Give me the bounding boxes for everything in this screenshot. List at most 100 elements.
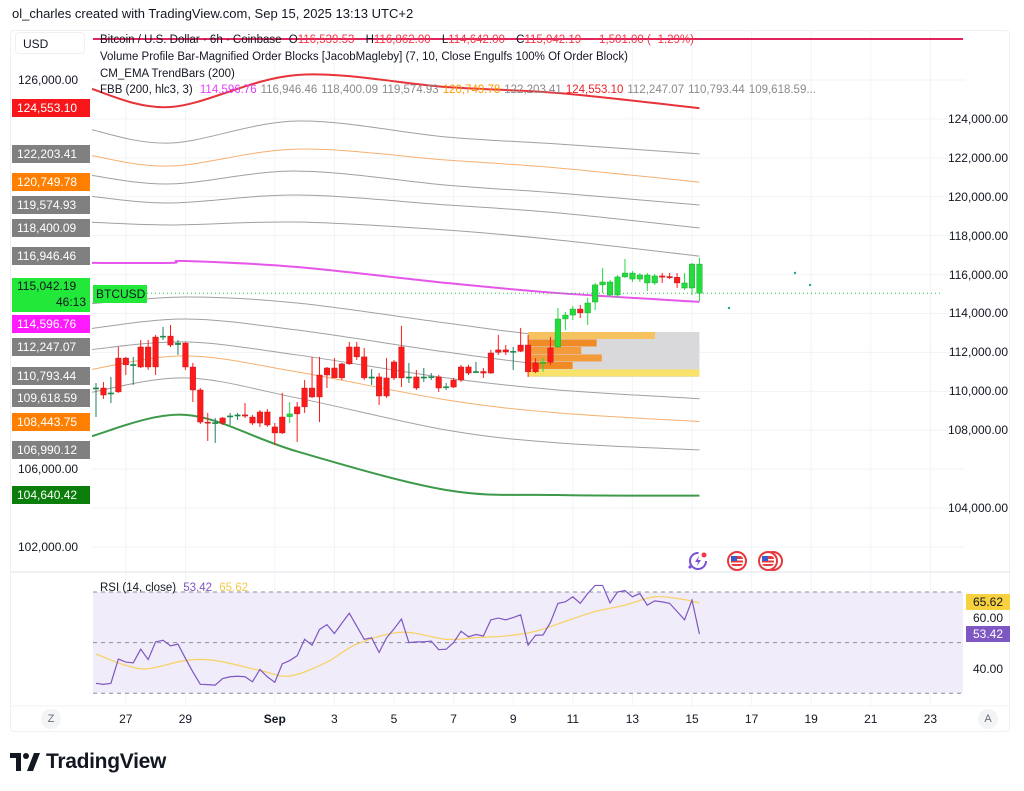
candle bbox=[346, 341, 353, 365]
indicator-dot bbox=[808, 283, 812, 287]
high-label: H bbox=[365, 34, 374, 46]
candle bbox=[644, 273, 651, 291]
date-tick-label: 13 bbox=[625, 712, 640, 726]
rsi-ma-badge: 65.62 bbox=[966, 594, 1010, 610]
candle-body bbox=[525, 344, 532, 373]
candle bbox=[569, 305, 576, 320]
candle bbox=[540, 358, 547, 372]
lightning-icon[interactable] bbox=[688, 552, 707, 570]
candle-body bbox=[331, 367, 338, 379]
auto-scale-button[interactable]: A bbox=[978, 709, 998, 729]
fbb-legend[interactable]: FBB (200, hlc3, 3) 114,596.76 116,946.46 1… bbox=[100, 84, 824, 96]
candle-body bbox=[659, 275, 666, 278]
candle-body bbox=[152, 336, 159, 368]
close-label: C bbox=[516, 34, 525, 46]
date-tick-label: 21 bbox=[864, 712, 878, 726]
rsi-badge: 53.42 bbox=[966, 626, 1010, 642]
candle bbox=[599, 267, 606, 294]
fbb-band-line bbox=[92, 73, 700, 110]
candle-body bbox=[338, 363, 345, 379]
trendbars-legend[interactable]: CM_EMA TrendBars (200) bbox=[100, 68, 235, 80]
price-badge: 119,574.93 bbox=[12, 196, 90, 214]
volume-profile-row bbox=[528, 346, 582, 354]
price-badge: 114,596.76 bbox=[12, 315, 90, 333]
candle-body bbox=[428, 376, 435, 378]
volume-profile-legend[interactable]: Volume Profile Bar-Magnified Order Block… bbox=[100, 51, 628, 63]
candle bbox=[391, 360, 398, 381]
candle bbox=[532, 358, 539, 374]
candle bbox=[584, 297, 591, 325]
candle-body bbox=[234, 414, 241, 417]
price-tick-label: 110,000.00 bbox=[948, 384, 1008, 399]
fbb-value: 110,793.44 bbox=[688, 84, 745, 96]
candle bbox=[659, 273, 666, 283]
fbb-value: 109,618.59... bbox=[748, 84, 816, 96]
candle-body bbox=[383, 377, 390, 397]
timezone-button[interactable]: Z bbox=[41, 709, 61, 729]
fbb-band-line bbox=[92, 413, 700, 497]
candle-body bbox=[279, 416, 286, 434]
candle bbox=[227, 412, 234, 425]
candle bbox=[495, 334, 502, 355]
candle bbox=[465, 364, 472, 375]
candle bbox=[107, 376, 114, 404]
fbb-value: 122,203.41 bbox=[504, 84, 562, 96]
candle-body bbox=[696, 263, 703, 294]
price-badge: 118,400.09 bbox=[12, 219, 90, 237]
candle bbox=[472, 361, 479, 374]
tradingview-logo-text: TradingView bbox=[46, 750, 167, 773]
date-tick-label: 11 bbox=[566, 712, 580, 726]
candle-body bbox=[666, 276, 673, 278]
candle-body bbox=[636, 274, 643, 280]
price-badge: 112,247.07 bbox=[12, 338, 90, 356]
price-tick-label: 112,000.00 bbox=[948, 345, 1008, 360]
candle bbox=[443, 382, 450, 390]
fbb-value: 114,596.76 bbox=[199, 84, 257, 96]
candle bbox=[361, 347, 368, 381]
candle bbox=[294, 402, 301, 442]
candle bbox=[689, 262, 696, 296]
candle-body bbox=[301, 387, 308, 408]
candle-body bbox=[323, 367, 330, 376]
candle bbox=[122, 356, 129, 375]
us-flag-icon[interactable] bbox=[727, 551, 747, 571]
price-tick-label: 122,000.00 bbox=[947, 150, 1008, 165]
us-flag-stack-icon[interactable] bbox=[758, 551, 783, 571]
candle bbox=[301, 380, 308, 413]
tradingview-logo[interactable]: TradingView bbox=[10, 750, 166, 774]
price-tick-label: 126,000.00 bbox=[18, 73, 79, 87]
rsi-legend[interactable]: RSI (14, close) 53.42 65.62 bbox=[100, 582, 252, 594]
candle-body bbox=[92, 387, 99, 390]
date-tick-label: 17 bbox=[744, 712, 759, 726]
candle-body bbox=[577, 308, 584, 314]
candle-body bbox=[584, 302, 591, 314]
candle bbox=[592, 282, 599, 310]
fbb-value: 124,553.10 bbox=[565, 84, 624, 96]
candle-body bbox=[458, 366, 465, 381]
candle bbox=[517, 327, 524, 353]
candle-body bbox=[137, 346, 144, 368]
main-series-legend[interactable]: Bitcoin / U.S. Dollar · 6h · Coinbase O1… bbox=[100, 34, 698, 46]
candle bbox=[115, 346, 122, 393]
candle-body bbox=[569, 308, 576, 316]
candle-body bbox=[562, 314, 569, 320]
rsi-line bbox=[95, 584, 701, 686]
candle bbox=[197, 388, 204, 425]
candle bbox=[525, 334, 532, 377]
candle bbox=[256, 410, 263, 427]
candle-body bbox=[450, 379, 457, 388]
candle-body bbox=[316, 374, 323, 398]
candle bbox=[167, 324, 174, 347]
fbb-value: 112,247.07 bbox=[627, 84, 685, 96]
candle-body bbox=[614, 276, 621, 296]
open-value: O116,539.53 bbox=[289, 34, 359, 46]
high-number: 116,862.00 bbox=[373, 34, 431, 46]
candle bbox=[309, 356, 316, 398]
currency-button[interactable]: USD bbox=[15, 32, 85, 54]
candle-body bbox=[554, 318, 561, 348]
candle-body bbox=[189, 366, 196, 391]
price-tick-label: 118,000.00 bbox=[948, 228, 1008, 243]
fbb-value: 119,574.93 bbox=[382, 84, 439, 96]
candle-body bbox=[472, 371, 479, 373]
